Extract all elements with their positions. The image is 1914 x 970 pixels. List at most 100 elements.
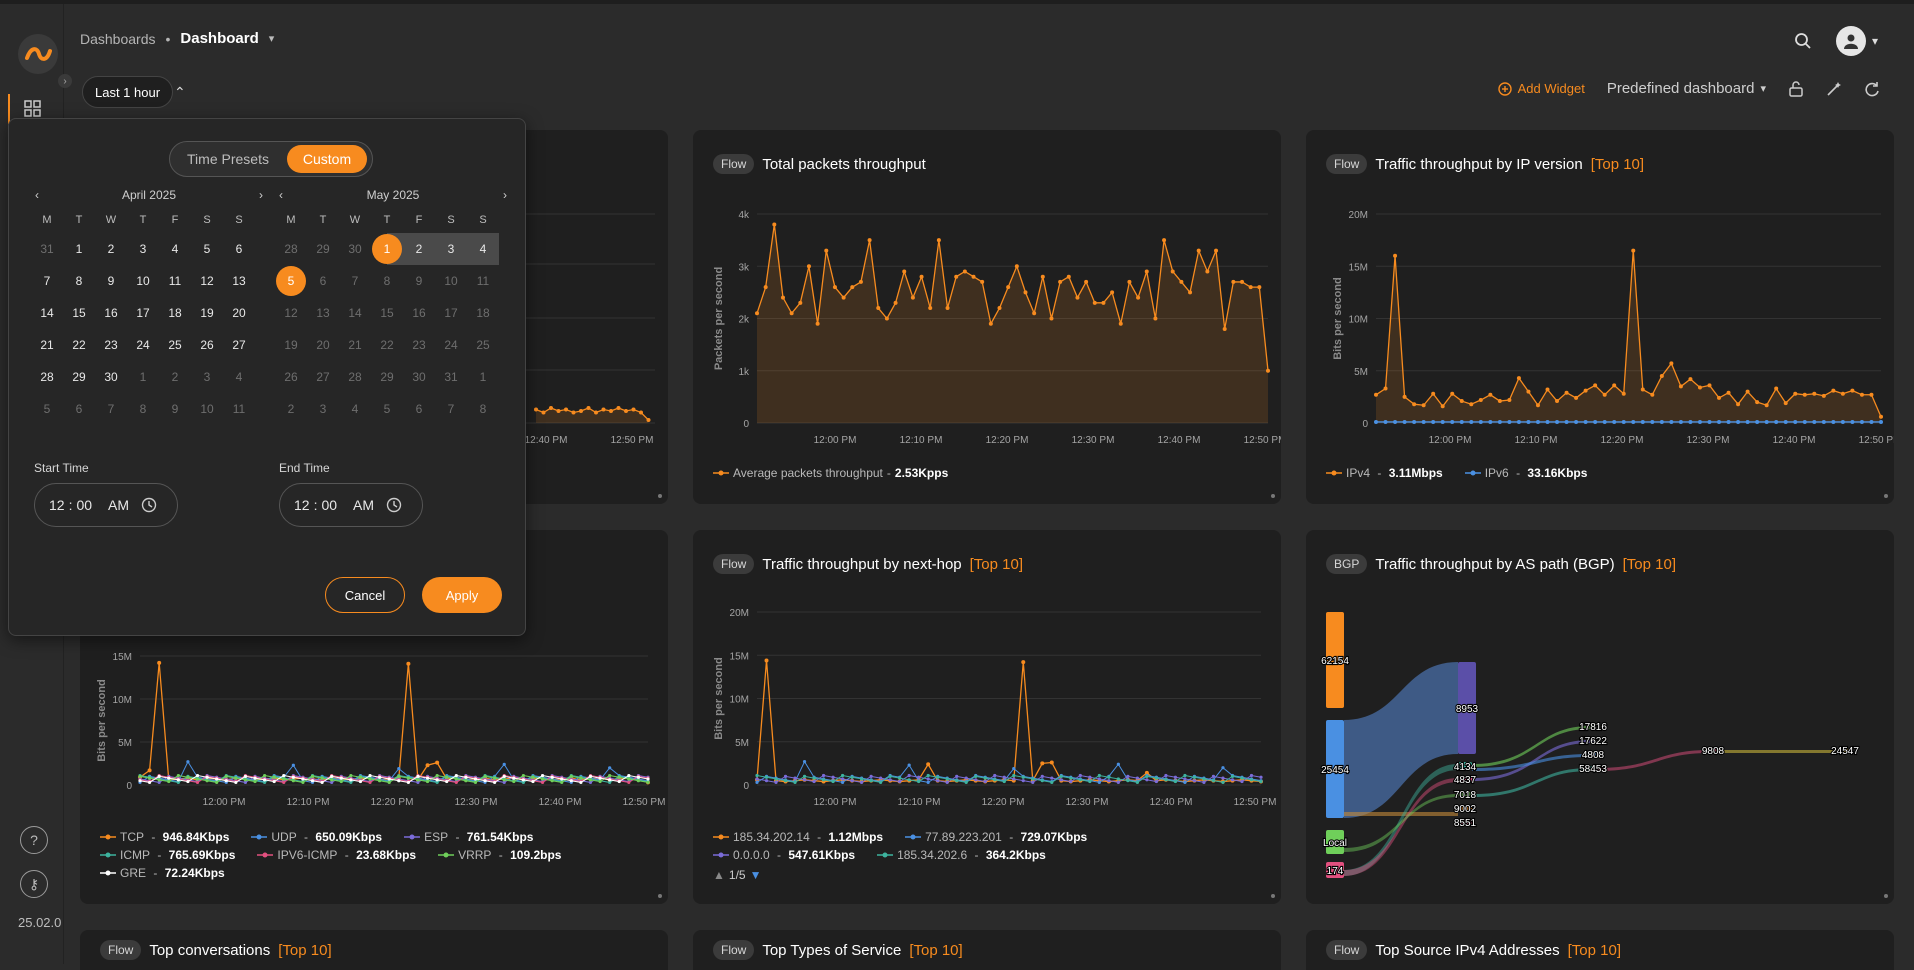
prev-month-icon[interactable]: ‹ bbox=[35, 188, 39, 202]
legend-item[interactable]: ICMP - 765.69Kbps bbox=[100, 848, 235, 862]
calendar-day[interactable]: 6 bbox=[319, 274, 327, 288]
resize-handle[interactable] bbox=[1884, 494, 1888, 498]
calendar-day[interactable]: 10 bbox=[444, 274, 458, 288]
calendar-day[interactable]: 29 bbox=[316, 242, 330, 256]
calendar-day[interactable]: 2 bbox=[287, 402, 295, 416]
calendar-day[interactable]: 3 bbox=[139, 242, 147, 256]
calendar-day[interactable]: 29 bbox=[72, 370, 86, 384]
legend-item[interactable]: 185.34.202.14 - 1.12Mbps bbox=[713, 830, 883, 844]
calendar-day[interactable]: 19 bbox=[284, 338, 298, 352]
calendar-day[interactable]: 5 bbox=[43, 402, 51, 416]
legend-item[interactable]: Average packets throughput - 2.53Kpps bbox=[713, 466, 948, 480]
calendar-day[interactable]: 21 bbox=[40, 338, 54, 352]
calendar-day[interactable]: 25 bbox=[476, 338, 490, 352]
calendar-day[interactable]: 1 bbox=[75, 242, 83, 256]
resize-handle[interactable] bbox=[658, 494, 662, 498]
calendar-day[interactable]: 20 bbox=[232, 306, 246, 320]
calendar-day[interactable]: 9 bbox=[171, 402, 179, 416]
calendar-day[interactable]: 7 bbox=[447, 402, 455, 416]
calendar-day[interactable]: 2 bbox=[403, 233, 435, 265]
calendar-day[interactable]: 27 bbox=[232, 338, 246, 352]
calendar-day[interactable]: 16 bbox=[104, 306, 118, 320]
calendar-day[interactable]: 24 bbox=[136, 338, 150, 352]
calendar-day[interactable]: 28 bbox=[348, 370, 362, 384]
calendar-day[interactable]: 4 bbox=[351, 402, 359, 416]
calendar-day[interactable]: 30 bbox=[104, 370, 118, 384]
pager-down-icon[interactable]: ▼ bbox=[749, 868, 762, 882]
calendar-day[interactable]: 23 bbox=[104, 338, 118, 352]
calendar-day[interactable]: 11 bbox=[476, 274, 490, 288]
start-time-input[interactable]: 12: 00 AM bbox=[34, 483, 178, 527]
calendar-day[interactable]: 18 bbox=[168, 306, 182, 320]
end-time-input[interactable]: 12: 00 AM bbox=[279, 483, 423, 527]
avatar[interactable] bbox=[1835, 26, 1866, 56]
calendar-day[interactable]: 6 bbox=[235, 242, 243, 256]
prev-month-icon[interactable]: ‹ bbox=[279, 188, 283, 202]
calendar-day[interactable]: 3 bbox=[203, 370, 211, 384]
calendar-day[interactable]: 12 bbox=[200, 274, 214, 288]
add-widget-button[interactable]: Add Widget bbox=[1497, 81, 1585, 96]
user-menu[interactable]: ▾ bbox=[1835, 26, 1878, 56]
calendar-day[interactable]: 2 bbox=[107, 242, 115, 256]
unlock-icon[interactable] bbox=[1788, 80, 1804, 97]
legend-item[interactable]: ESP - 761.54Kbps bbox=[404, 830, 533, 844]
legend-item[interactable]: IPv6 - 33.16Kbps bbox=[1464, 466, 1587, 480]
calendar-day[interactable]: 27 bbox=[316, 370, 330, 384]
calendar-day[interactable]: 22 bbox=[380, 338, 394, 352]
calendar-day[interactable]: 14 bbox=[40, 306, 54, 320]
calendar-day[interactable]: 25 bbox=[168, 338, 182, 352]
calendar-day[interactable]: 8 bbox=[479, 402, 487, 416]
calendar-day[interactable]: 22 bbox=[72, 338, 86, 352]
calendar-day[interactable]: 29 bbox=[380, 370, 394, 384]
calendar-day[interactable]: 12 bbox=[284, 306, 298, 320]
key-icon[interactable]: ⚷ bbox=[20, 870, 48, 898]
calendar-day[interactable]: 8 bbox=[383, 274, 391, 288]
chevron-down-icon[interactable]: ▾ bbox=[1871, 34, 1878, 48]
calendar-day[interactable]: 4 bbox=[171, 242, 179, 256]
calendar-day[interactable]: 23 bbox=[412, 338, 426, 352]
predefined-dashboard-select[interactable]: Predefined dashboard ▾ bbox=[1607, 80, 1766, 97]
calendar-day[interactable]: 11 bbox=[168, 274, 182, 288]
calendar-day[interactable]: 30 bbox=[412, 370, 426, 384]
resize-handle[interactable] bbox=[1271, 894, 1275, 898]
calendar-day[interactable]: 13 bbox=[316, 306, 330, 320]
help-icon[interactable]: ? bbox=[20, 826, 48, 854]
calendar-day[interactable]: 5 bbox=[383, 402, 391, 416]
end-minute[interactable]: 00 bbox=[321, 497, 338, 513]
calendar-day[interactable]: 31 bbox=[40, 242, 54, 256]
search-icon[interactable] bbox=[1794, 32, 1812, 50]
calendar-day[interactable]: 17 bbox=[136, 306, 150, 320]
resize-handle[interactable] bbox=[658, 894, 662, 898]
calendar-day[interactable]: 21 bbox=[348, 338, 362, 352]
calendar-day[interactable]: 9 bbox=[107, 274, 115, 288]
chevron-down-icon[interactable]: ▾ bbox=[268, 33, 275, 45]
legend-item[interactable]: 77.89.223.201 - 729.07Kbps bbox=[905, 830, 1087, 844]
next-month-icon[interactable]: › bbox=[258, 188, 263, 202]
clock-icon[interactable] bbox=[386, 497, 402, 513]
calendar-day[interactable]: 26 bbox=[284, 370, 298, 384]
calendar-day[interactable]: 18 bbox=[476, 306, 490, 320]
legend-item[interactable]: IPv4 - 3.11Mbps bbox=[1326, 466, 1443, 480]
calendar-day[interactable]: 24 bbox=[444, 338, 458, 352]
calendar-day[interactable]: 5 bbox=[275, 265, 307, 297]
calendar-day[interactable]: 10 bbox=[200, 402, 214, 416]
start-ampm[interactable]: AM bbox=[108, 497, 130, 513]
calendar-day[interactable]: 19 bbox=[200, 306, 214, 320]
calendar-day[interactable]: 6 bbox=[75, 402, 83, 416]
calendar-day[interactable]: 28 bbox=[284, 242, 298, 256]
calendar-day[interactable]: 28 bbox=[40, 370, 54, 384]
apply-button[interactable]: Apply bbox=[422, 577, 502, 613]
pager-up-icon[interactable]: ▲ bbox=[713, 868, 725, 882]
resize-handle[interactable] bbox=[1271, 494, 1275, 498]
calendar-day[interactable]: 2 bbox=[171, 370, 179, 384]
calendar-day[interactable]: 3 bbox=[319, 402, 327, 416]
sidebar-item-dashboards[interactable] bbox=[8, 94, 56, 124]
calendar-day[interactable]: 11 bbox=[232, 402, 246, 416]
calendar-day[interactable]: 3 bbox=[435, 233, 467, 265]
calendar-day[interactable]: 15 bbox=[72, 306, 86, 320]
legend-item[interactable]: IPV6-ICMP - 23.68Kbps bbox=[257, 848, 416, 862]
page-title[interactable]: Dashboard bbox=[180, 30, 259, 47]
custom-tab[interactable]: Custom bbox=[287, 145, 367, 173]
start-minute[interactable]: 00 bbox=[76, 497, 93, 513]
calendar-day[interactable]: 31 bbox=[444, 370, 458, 384]
